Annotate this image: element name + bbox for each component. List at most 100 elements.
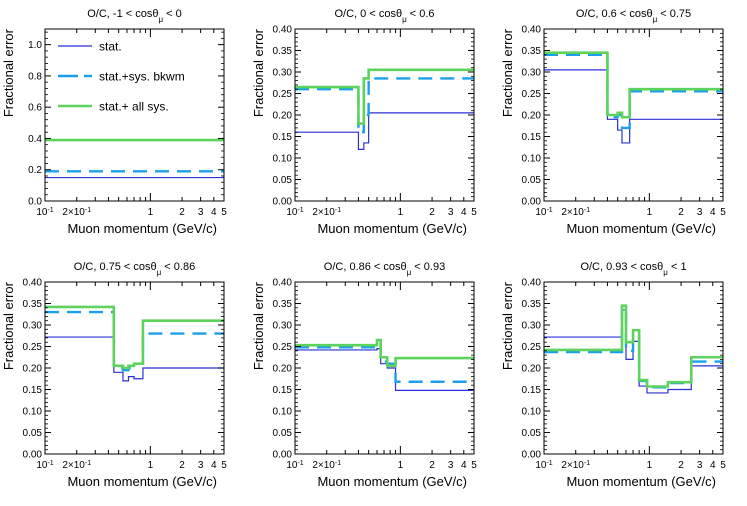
y-tick-label: 0.05	[522, 428, 542, 439]
x-tick-label-3: 3	[448, 207, 454, 218]
y-tick-label: 0.15	[522, 132, 542, 143]
panel-title-text: O/C, 0 < cosθ	[335, 8, 403, 20]
x-tick-label-0.1: 10-1	[286, 207, 303, 219]
panel-title-text: O/C, 0.93 < cosθ	[580, 261, 663, 273]
x-tick-label-2: 2	[179, 207, 185, 218]
y-axis-label: Fractional error	[500, 28, 515, 117]
y-tick-label: 0.25	[522, 342, 542, 353]
panel-title-text: O/C, 0.6 < cosθ	[576, 8, 653, 20]
y-tick-label: 0.35	[273, 46, 293, 57]
series-line-stat	[45, 336, 224, 382]
y-tick-label: 0.20	[522, 111, 542, 122]
y-tick-label: 0.15	[273, 132, 293, 143]
y-tick-label: 0.00	[522, 450, 542, 461]
y-tick-label: 0.30	[273, 321, 293, 332]
panel-title-subscript: μ	[653, 15, 658, 24]
series-group	[45, 305, 224, 382]
panel-title: O/C, 0 < cosθμ < 0.6	[335, 8, 435, 24]
y-tick-label: 0.10	[273, 154, 293, 165]
y-tick-label: 0.05	[23, 428, 43, 439]
y-tick-label: 0.25	[273, 89, 293, 100]
x-tick-label-0.1: 10-1	[535, 460, 552, 472]
y-tick-label: 0.25	[23, 342, 43, 353]
x-tick-label-5: 5	[720, 460, 726, 471]
chart-panel-3: O/C, 0.6 < cosθμ < 0.75 0.00 0.05 0.10 0.15 0…	[500, 8, 726, 236]
y-tick-label: 0.10	[522, 154, 542, 165]
x-tick-label-1: 1	[398, 460, 404, 471]
panel-title-text: O/C, 0.86 < cosθ	[324, 261, 407, 273]
x-tick-label-0.2: 2×10-1	[62, 207, 91, 219]
x-axis-label: Muon momentum (GeV/c)	[317, 221, 467, 236]
panel-title-text: O/C, 0.75 < cosθ	[74, 261, 157, 273]
panel-title-text: O/C, -1 < cosθ	[87, 8, 158, 20]
x-tick-label-2: 2	[429, 460, 435, 471]
y-axis-label: Fractional error	[1, 28, 16, 117]
x-tick-label-2: 2	[678, 207, 684, 218]
legend-label-allsys: stat.+ all sys.	[99, 100, 169, 114]
x-axis-label: Muon momentum (GeV/c)	[67, 474, 217, 489]
x-tick-label-4: 4	[211, 460, 217, 471]
x-tick-label-1: 1	[647, 460, 653, 471]
x-tick-label-4: 4	[461, 207, 467, 218]
x-axis-label: Muon momentum (GeV/c)	[67, 221, 217, 236]
panel-title: O/C, 0.6 < cosθμ < 0.75	[576, 8, 691, 24]
y-tick-label: 0.40	[522, 278, 542, 289]
y-tick-label: 0.00	[273, 197, 293, 208]
y-tick-label: 0.00	[23, 450, 43, 461]
x-tick-label-5: 5	[221, 460, 227, 471]
x-tick-label-3: 3	[198, 207, 204, 218]
y-tick-label: 0.05	[273, 175, 293, 186]
x-tick-label-1: 1	[148, 207, 154, 218]
panel-title: O/C, 0.93 < cosθμ < 1	[580, 261, 686, 277]
panel-title-tail: < 0.75	[657, 8, 691, 20]
y-tick-label: 0.30	[23, 321, 43, 332]
y-tick-label: 0.10	[23, 407, 43, 418]
x-tick-label-4: 4	[710, 207, 716, 218]
panel-title-subscript: μ	[663, 268, 668, 277]
series-line-bkwm	[544, 53, 723, 130]
panel-title-subscript: μ	[158, 15, 163, 24]
x-tick-label-0.1: 10-1	[36, 207, 53, 219]
series-line-stat	[544, 69, 723, 144]
y-tick-label: 0.15	[23, 385, 43, 396]
x-tick-label-3: 3	[697, 207, 703, 218]
panel-title: O/C, 0.86 < cosθμ < 0.93	[324, 261, 445, 277]
series-group	[544, 304, 723, 394]
plot-frame	[294, 28, 475, 202]
y-axis-label: Fractional error	[500, 281, 515, 370]
y-axis-label: Fractional error	[251, 28, 266, 117]
y-tick-label: 0.00	[273, 450, 293, 461]
x-tick-label-0.2: 2×10-1	[312, 207, 341, 219]
y-tick-label: 0.25	[273, 342, 293, 353]
y-tick-label: 0.20	[522, 364, 542, 375]
x-tick-label-0.2: 2×10-1	[312, 460, 341, 472]
y-tick-label: 0.40	[273, 25, 293, 36]
y-tick-label: 0.30	[273, 68, 293, 79]
x-tick-label-5: 5	[221, 207, 227, 218]
y-tick-label: 0.20	[273, 111, 293, 122]
y-tick-label: 0.20	[273, 364, 293, 375]
x-tick-label-3: 3	[448, 460, 454, 471]
y-tick-label: 0.15	[522, 385, 542, 396]
y-tick-label: 0.2	[28, 165, 42, 176]
y-tick-label: 0.4	[28, 134, 42, 145]
legend-label-bkwm: stat.+sys. bkwm	[99, 70, 185, 84]
x-axis-label: Muon momentum (GeV/c)	[566, 221, 716, 236]
chart-panel-6: O/C, 0.93 < cosθμ < 1 0.00 0.05 0.10 0.15 0.2…	[500, 261, 726, 489]
x-tick-label-2: 2	[179, 460, 185, 471]
legend: stat. stat.+sys. bkwm stat.+ all sys.	[58, 40, 185, 114]
series-line-stat	[295, 112, 474, 150]
x-tick-label-0.1: 10-1	[535, 207, 552, 219]
x-tick-label-4: 4	[710, 460, 716, 471]
series-line-allsys	[544, 304, 723, 388]
series-line-stat	[295, 348, 474, 391]
plot-frame	[44, 28, 225, 202]
y-tick-label: 0.05	[522, 175, 542, 186]
panel-title: O/C, 0.75 < cosθμ < 0.86	[74, 261, 195, 277]
y-tick-label: 0.10	[273, 407, 293, 418]
series-line-bkwm	[544, 305, 723, 389]
x-tick-label-0.2: 2×10-1	[561, 207, 590, 219]
x-tick-label-0.1: 10-1	[36, 460, 53, 472]
x-tick-label-1: 1	[398, 207, 404, 218]
series-line-allsys	[544, 51, 723, 119]
